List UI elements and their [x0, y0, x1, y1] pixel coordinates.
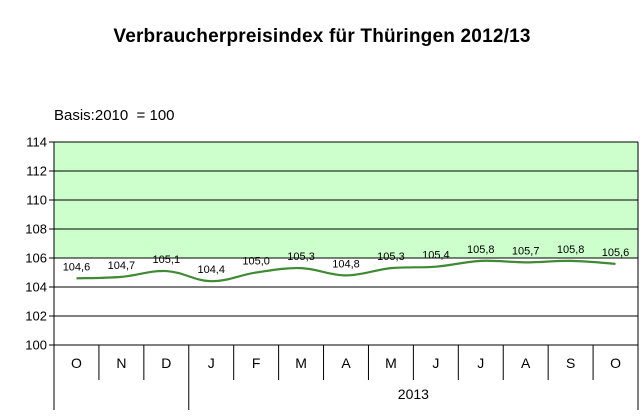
y-tick-label: 106: [25, 251, 47, 266]
data-label: 104,4: [197, 264, 225, 276]
y-tick-label: 100: [25, 338, 47, 353]
y-tick-label: 108: [25, 222, 47, 237]
x-category-label: F: [252, 355, 261, 371]
data-label: 105,3: [287, 251, 315, 263]
axes: [53, 142, 639, 410]
x-category-label: A: [521, 355, 531, 371]
data-label: 104,8: [332, 258, 360, 270]
data-label: 104,6: [63, 261, 91, 273]
y-tick-label: 112: [26, 164, 47, 179]
x-category-label: O: [610, 355, 621, 371]
data-label: 105,7: [512, 245, 540, 257]
y-tick-label: 110: [26, 193, 47, 208]
data-label: 105,1: [153, 254, 181, 266]
data-label: 105,8: [467, 244, 495, 256]
x-category-label: J: [477, 355, 484, 371]
x-group-label: 2013: [398, 386, 429, 402]
data-label: 104,7: [108, 260, 136, 272]
series-layer: [76, 259, 616, 283]
data-label: 105,4: [422, 250, 450, 262]
data-label: 105,6: [602, 247, 630, 259]
y-tick-label: 114: [26, 135, 47, 150]
x-category-label: J: [208, 355, 215, 371]
x-category-label: M: [295, 355, 307, 371]
x-category-label: D: [161, 355, 171, 371]
x-category-label: O: [71, 355, 82, 371]
x-category-label: J: [432, 355, 439, 371]
y-axis-ticks: 100 102 104 106 108 110 112 114: [25, 135, 47, 353]
data-label: 105,8: [557, 244, 585, 256]
x-category-label: M: [385, 355, 397, 371]
data-label: 105,0: [242, 256, 270, 268]
gridlines: [49, 141, 638, 346]
chart-title: Verbraucherpreisindex für Thüringen 2012…: [113, 26, 531, 47]
data-labels: 104,6 104,7 105,1 104,4 105,0 105,3 104,8 105,3…: [63, 244, 630, 276]
data-label: 105,3: [377, 251, 405, 263]
x-category-label: N: [116, 355, 126, 371]
chart-subtitle: Basis:2010 = 100: [54, 107, 175, 124]
y-tick-label: 102: [25, 309, 47, 324]
x-category-label: A: [341, 355, 351, 371]
x-category-label: S: [566, 355, 575, 371]
y-tick-label: 104: [25, 280, 47, 295]
x-axis-categories: O N D J F M A M J J A S O 2013: [71, 355, 621, 402]
